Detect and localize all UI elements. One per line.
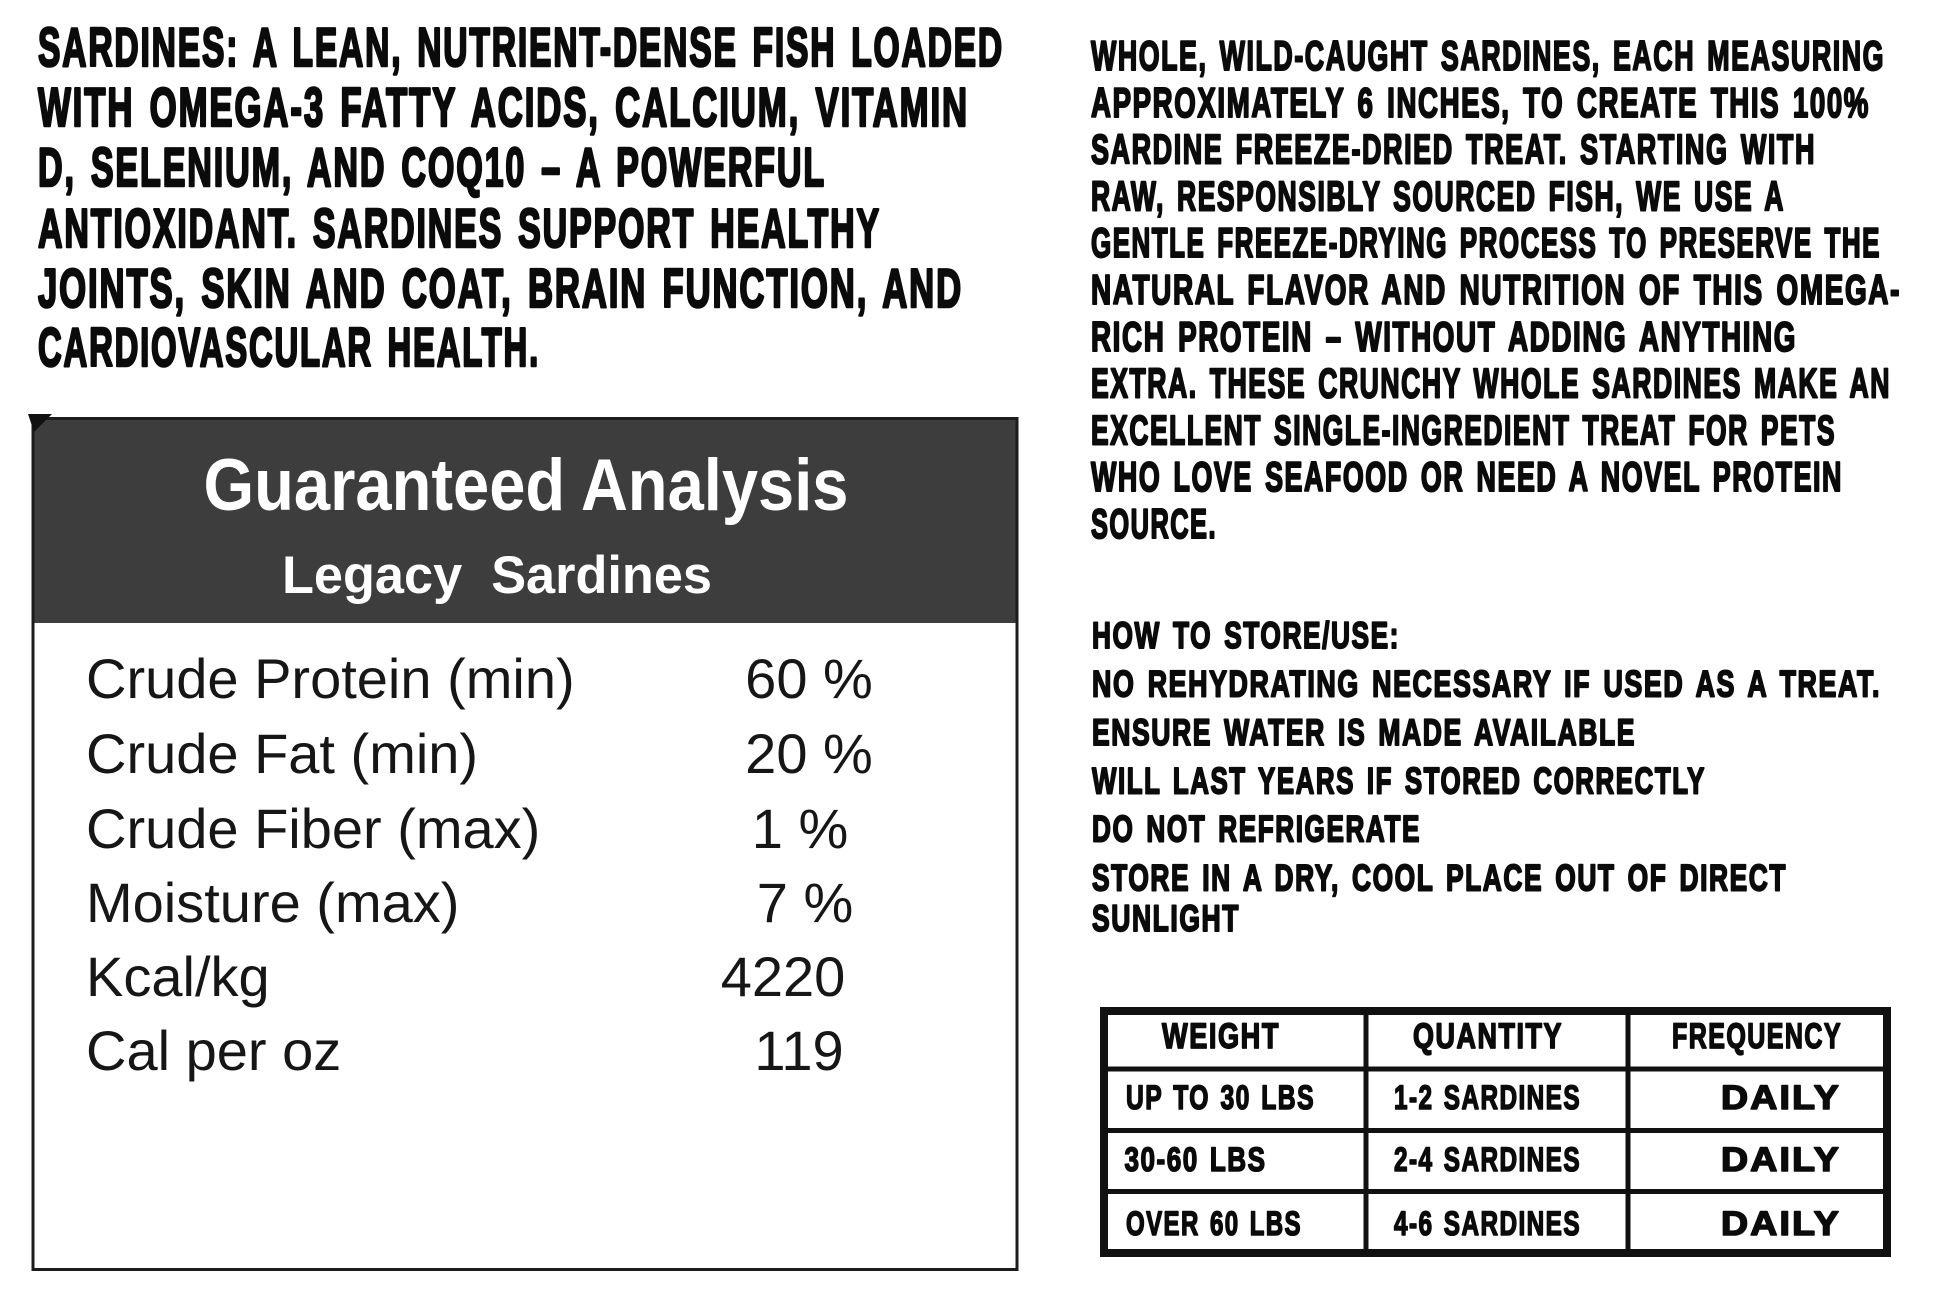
- svg-text:Cal per oz: Cal per oz: [86, 1019, 341, 1082]
- svg-text:1 %: 1 %: [752, 797, 849, 860]
- svg-text:GENTLE FREEZE-DRYING PROCESS T: GENTLE FREEZE-DRYING PROCESS TO PRESERVE…: [1091, 219, 1881, 266]
- svg-text:DAILY: DAILY: [1721, 1141, 1841, 1179]
- svg-text:30-60 LBS: 30-60 LBS: [1125, 1141, 1267, 1179]
- svg-text:WILL LAST YEARS IF STORED CORR: WILL LAST YEARS IF STORED CORRECTLY: [1092, 760, 1706, 801]
- svg-text:APPROXIMATELY 6 INCHES, TO CRE: APPROXIMATELY 6 INCHES, TO CREATE THIS 1…: [1091, 79, 1870, 126]
- svg-text:WITH OMEGA-3 FATTY ACIDS, CALC: WITH OMEGA-3 FATTY ACIDS, CALCIUM, VITAM…: [38, 76, 969, 138]
- svg-text:WEIGHT: WEIGHT: [1162, 1017, 1280, 1056]
- svg-text:OVER 60 LBS: OVER 60 LBS: [1126, 1205, 1302, 1243]
- svg-text:Moisture (max): Moisture (max): [86, 871, 459, 934]
- svg-text:DAILY: DAILY: [1721, 1205, 1841, 1243]
- svg-text:1-2 SARDINES: 1-2 SARDINES: [1394, 1079, 1581, 1117]
- svg-text:D, SELENIUM, AND COQ10 – A POW: D, SELENIUM, AND COQ10 – A POWERFUL: [38, 136, 826, 198]
- svg-text:HOW TO STORE/USE:: HOW TO STORE/USE:: [1092, 615, 1400, 656]
- svg-text:SUNLIGHT: SUNLIGHT: [1092, 898, 1240, 939]
- svg-text:UP TO 30 LBS: UP TO 30 LBS: [1126, 1079, 1315, 1117]
- svg-text:60 %: 60 %: [745, 647, 873, 710]
- svg-text:Crude Protein (min): Crude Protein (min): [86, 647, 575, 710]
- svg-text:DO NOT REFRIGERATE: DO NOT REFRIGERATE: [1092, 808, 1421, 849]
- svg-text:RAW, RESPONSIBLY SOURCED FISH,: RAW, RESPONSIBLY SOURCED FISH, WE USE A: [1091, 172, 1785, 219]
- svg-text:QUANTITY: QUANTITY: [1413, 1017, 1563, 1056]
- svg-text:EXTRA. THESE CRUNCHY WHOLE SAR: EXTRA. THESE CRUNCHY WHOLE SARDINES MAKE…: [1091, 360, 1891, 407]
- svg-text:DAILY: DAILY: [1721, 1079, 1841, 1117]
- svg-text:FREQUENCY: FREQUENCY: [1672, 1017, 1842, 1056]
- svg-text:Crude Fat (min): Crude Fat (min): [86, 722, 478, 785]
- svg-text:Guaranteed Analysis: Guaranteed Analysis: [204, 445, 849, 526]
- svg-text:NO REHYDRATING NECESSARY IF US: NO REHYDRATING NECESSARY IF USED AS A TR…: [1092, 663, 1881, 704]
- svg-text:4220: 4220: [721, 945, 846, 1008]
- svg-text:Crude Fiber (max): Crude Fiber (max): [86, 797, 540, 860]
- svg-text:119: 119: [754, 1019, 843, 1082]
- svg-text:Legacy Sardines: Legacy Sardines: [282, 546, 712, 605]
- svg-text:NATURAL FLAVOR AND NUTRITION O: NATURAL FLAVOR AND NUTRITION OF THIS OME…: [1091, 266, 1901, 313]
- svg-text:SARDINE FREEZE-DRIED TREAT. ST: SARDINE FREEZE-DRIED TREAT. STARTING WIT…: [1091, 126, 1816, 173]
- svg-text:ENSURE WATER IS MADE AVAILABLE: ENSURE WATER IS MADE AVAILABLE: [1092, 712, 1636, 753]
- svg-text:JOINTS, SKIN AND COAT, BRAIN F: JOINTS, SKIN AND COAT, BRAIN FUNCTION, A…: [38, 257, 963, 319]
- svg-text:EXCELLENT SINGLE-INGREDIENT TR: EXCELLENT SINGLE-INGREDIENT TREAT FOR PE…: [1091, 406, 1836, 453]
- svg-text:STORE IN A DRY, COOL PLACE OUT: STORE IN A DRY, COOL PLACE OUT OF DIRECT: [1092, 857, 1787, 898]
- svg-text:RICH PROTEIN – WITHOUT ADDING: RICH PROTEIN – WITHOUT ADDING ANYTHING: [1091, 313, 1797, 360]
- svg-text:2-4 SARDINES: 2-4 SARDINES: [1394, 1141, 1581, 1179]
- svg-text:CARDIOVASCULAR HEALTH.: CARDIOVASCULAR HEALTH.: [38, 316, 540, 378]
- svg-text:ANTIOXIDANT. SARDINES SUPPORT: ANTIOXIDANT. SARDINES SUPPORT HEALTHY: [38, 197, 881, 259]
- svg-text:SOURCE.: SOURCE.: [1091, 500, 1217, 547]
- svg-text:WHOLE, WILD-CAUGHT SARDINES, E: WHOLE, WILD-CAUGHT SARDINES, EACH MEASUR…: [1091, 32, 1885, 79]
- svg-text:WHO LOVE SEAFOOD OR NEED A NOV: WHO LOVE SEAFOOD OR NEED A NOVEL PROTEIN: [1091, 453, 1843, 500]
- svg-text:4-6 SARDINES: 4-6 SARDINES: [1394, 1205, 1581, 1243]
- svg-text:SARDINES: A LEAN, NUTRIENT-DEN: SARDINES: A LEAN, NUTRIENT-DENSE FISH LO…: [38, 16, 1004, 78]
- svg-text:20 %: 20 %: [745, 722, 873, 785]
- svg-text:Kcal/kg: Kcal/kg: [86, 945, 270, 1008]
- svg-text:7 %: 7 %: [757, 871, 854, 934]
